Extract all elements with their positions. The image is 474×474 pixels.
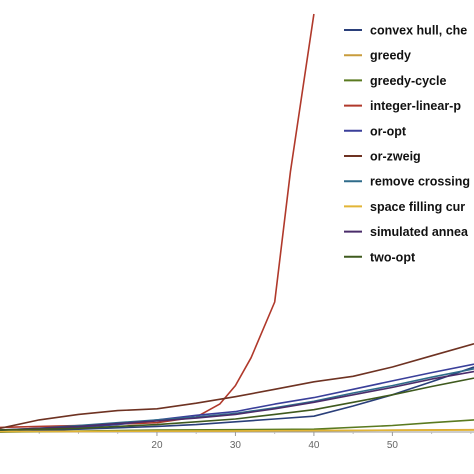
legend-label: convex hull, che bbox=[370, 24, 467, 38]
legend-label: remove crossing bbox=[370, 175, 470, 189]
series-line-7 bbox=[0, 429, 474, 433]
legend-label: greedy-cycle bbox=[370, 74, 446, 88]
x-tick-label: 20 bbox=[151, 440, 163, 451]
axes: 20 30 40 50 bbox=[0, 431, 474, 451]
x-tick-label: 50 bbox=[387, 440, 399, 451]
series-line-5 bbox=[0, 343, 474, 430]
x-tick-label: 40 bbox=[308, 440, 320, 451]
x-tick-label: 30 bbox=[230, 440, 242, 451]
legend-label: two-opt bbox=[370, 250, 416, 264]
series-line-4 bbox=[0, 363, 474, 431]
legend: convex hull, che greedy greedy-cycle intege… bbox=[344, 24, 470, 264]
legend-label: or-zweig bbox=[370, 150, 421, 164]
legend-label: integer-linear-p bbox=[370, 99, 461, 113]
series-lines bbox=[0, 13, 474, 433]
series-line-3 bbox=[0, 13, 315, 429]
series-line-6 bbox=[0, 368, 474, 431]
series-line-9 bbox=[0, 377, 474, 431]
legend-label: space filling cur bbox=[370, 200, 465, 214]
series-line-0 bbox=[0, 366, 474, 433]
legend-label: simulated annea bbox=[370, 225, 469, 239]
legend-label: greedy bbox=[370, 49, 411, 63]
series-line-8 bbox=[0, 370, 474, 431]
legend-label: or-opt bbox=[370, 124, 407, 138]
